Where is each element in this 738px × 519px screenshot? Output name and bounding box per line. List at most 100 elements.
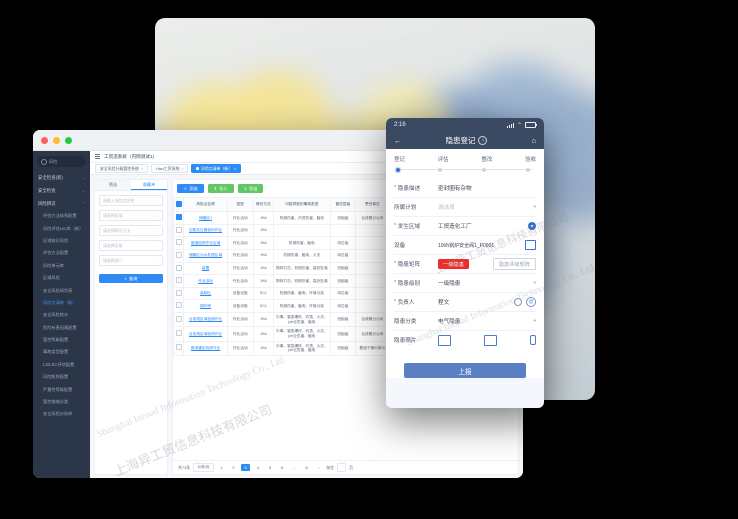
filter-name-input[interactable]: 请输入风险点名称: [99, 195, 163, 206]
checkbox-icon[interactable]: [175, 302, 182, 309]
cell-name[interactable]: 管道检修作业区域: [183, 236, 228, 250]
matrix-level-tag[interactable]: 一级隐患: [438, 258, 469, 270]
tab-favorites[interactable]: 收藏夹: [131, 180, 167, 190]
matrix-rating-button[interactable]: 隐患评级矩阵: [492, 257, 536, 271]
sidebar-item-4[interactable]: 风险单元库: [33, 260, 90, 272]
checkbox-icon[interactable]: [175, 251, 182, 258]
checkbox-icon[interactable]: [175, 330, 182, 337]
submit-button[interactable]: 上报: [404, 363, 526, 378]
cell-name[interactable]: 装卸区: [183, 286, 228, 301]
page-5[interactable]: 5: [268, 465, 272, 470]
cell-name[interactable]: 锅炉房: [183, 299, 228, 313]
checkbox-icon[interactable]: [175, 277, 182, 284]
cell-name[interactable]: 加氢反应器投料作业: [183, 223, 228, 238]
level-select[interactable]: 一级隐患 ▾: [438, 279, 536, 287]
add-audio-icon[interactable]: [530, 335, 536, 345]
checkbox-icon[interactable]: [175, 289, 182, 296]
sidebar-item-10[interactable]: 管控等级配置: [33, 334, 90, 346]
chevron-right-icon[interactable]: ›: [318, 465, 320, 470]
checkbox-icon[interactable]: [175, 239, 182, 246]
category-select[interactable]: 电气隐患 ▾: [438, 317, 536, 325]
close-icon[interactable]: ×: [181, 166, 184, 171]
sidebar-item-2[interactable]: 区域辨识风险: [33, 235, 90, 247]
cell-name[interactable]: 储罐区1: [183, 211, 228, 225]
import-button[interactable]: ↥ 导入: [207, 184, 234, 193]
step-dot-0[interactable]: [396, 167, 400, 172]
checkbox-icon[interactable]: [175, 315, 182, 322]
filter-select-2[interactable]: 请选择辨识方法 ⌄: [99, 225, 163, 236]
filter-select-1[interactable]: 请选择区域 ⌄: [99, 210, 163, 221]
filter-select-4[interactable]: 请选择部门 ⌄: [99, 255, 163, 266]
sidebar-item-15[interactable]: 管控措施分类: [33, 396, 90, 408]
owner-input[interactable]: 程文 @: [438, 297, 536, 307]
area-input[interactable]: 工贸造化工厂: [438, 222, 536, 230]
step-dot-2[interactable]: [482, 167, 486, 172]
add-image-icon[interactable]: [438, 334, 451, 346]
page-size-select[interactable]: 10条/页: [193, 463, 214, 472]
page-1[interactable]: 1: [220, 465, 223, 470]
cell-name[interactable]: 储罐区污水处理区域: [183, 248, 228, 263]
sidebar-group-2[interactable]: 风险辨识 ⌃: [33, 197, 90, 210]
sidebar-item-5[interactable]: 区域风险: [33, 272, 90, 284]
scan-icon[interactable]: [525, 240, 536, 250]
sidebar-item-9[interactable]: 危险有害因素配置: [33, 322, 90, 334]
sidebar-item-12[interactable]: LS/LEC评估配置: [33, 359, 90, 371]
tab-filter[interactable]: 筛选: [95, 180, 131, 190]
hamburger-icon[interactable]: [95, 154, 100, 159]
sidebar-item-11[interactable]: 事故类型配置: [33, 346, 90, 358]
add-video-icon[interactable]: [484, 334, 497, 346]
tab-0[interactable]: 安全风险分级管控系统 ×: [95, 163, 149, 174]
select-all-cell[interactable]: [173, 197, 185, 212]
cell-name[interactable]: 装置: [183, 261, 228, 276]
back-arrow-icon[interactable]: ←: [394, 136, 402, 145]
add-button[interactable]: ＋添加: [177, 184, 204, 193]
step-dot-3[interactable]: [526, 167, 530, 172]
checkbox-icon[interactable]: [175, 214, 182, 220]
close-icon[interactable]: ×: [140, 166, 144, 171]
sidebar-item-3[interactable]: 评估方法配置: [33, 247, 90, 259]
sidebar-item-8[interactable]: 安全风险统计: [33, 309, 90, 321]
sidebar-item-6[interactable]: 安全风险研判表: [33, 284, 90, 296]
sidebar-item-1[interactable]: 风险评估Lec库（新）: [33, 222, 90, 234]
equipment-input[interactable]: 10t/h锅炉安全阀1_P0001: [438, 240, 536, 250]
gear-icon[interactable]: [514, 298, 522, 306]
cell-name[interactable]: 氨液罐区检修作业: [183, 340, 228, 356]
question-circle-icon[interactable]: ?: [478, 136, 488, 145]
filter-select-3[interactable]: 请选择区域 ⌄: [99, 240, 163, 251]
goto-input[interactable]: [337, 463, 347, 472]
home-icon[interactable]: ⌂: [531, 136, 536, 145]
page-6[interactable]: 6: [281, 465, 284, 470]
cell-name[interactable]: 合成塔区域检修作业: [183, 326, 228, 342]
step-dot-1[interactable]: [438, 167, 442, 172]
sidebar-item-14[interactable]: 严重性等级配置: [33, 383, 90, 395]
close-icon[interactable]: ×: [234, 166, 237, 171]
export-button[interactable]: ↧ 导出: [237, 184, 264, 193]
plan-select[interactable]: 请选择 ▾: [438, 203, 536, 211]
sidebar-scroll[interactable]: 安全检查(新) ⌄ 安全检查 ⌄ 风险辨识 ⌃ 评估方法体系配置 风险评估Lec…: [33, 171, 90, 478]
sidebar-search[interactable]: 风险: [37, 156, 86, 167]
tab-1[interactable]: Hazi工贸系统 ×: [151, 163, 189, 174]
tab-2[interactable]: 风险点清单（新） ×: [191, 163, 242, 174]
page-8[interactable]: 8: [305, 465, 308, 470]
page-4[interactable]: 4: [256, 465, 259, 470]
checkbox-icon[interactable]: [175, 200, 182, 207]
sidebar-group-1[interactable]: 安全检查 ⌄: [33, 184, 90, 197]
cell-name[interactable]: 作业活动: [183, 274, 228, 288]
filter-search-button[interactable]: ⌕ 查询: [99, 274, 163, 283]
close-icon[interactable]: [41, 136, 48, 144]
sidebar-item-0[interactable]: 评估方法体系配置: [33, 210, 90, 222]
sidebar-item-16[interactable]: 安全风险分析库: [33, 408, 90, 420]
cell-name[interactable]: 合成塔区域检修作业: [183, 311, 228, 328]
page-2[interactable]: 2: [232, 465, 235, 470]
sidebar-item-13[interactable]: 风险矩阵配置: [33, 371, 90, 383]
checkbox-icon[interactable]: [175, 226, 182, 233]
minimize-icon[interactable]: [53, 136, 60, 144]
user-circle-icon[interactable]: @: [526, 297, 536, 307]
description-input[interactable]: 密封圈有杂物: [438, 184, 536, 192]
checkbox-icon[interactable]: [175, 344, 182, 351]
sidebar-group-0[interactable]: 安全检查(新) ⌄: [33, 171, 90, 184]
location-pin-icon[interactable]: [528, 222, 536, 230]
sidebar-item-7[interactable]: 风险点清单（新）: [33, 297, 90, 309]
checkbox-icon[interactable]: [175, 264, 182, 271]
page-3[interactable]: 3: [241, 464, 251, 471]
